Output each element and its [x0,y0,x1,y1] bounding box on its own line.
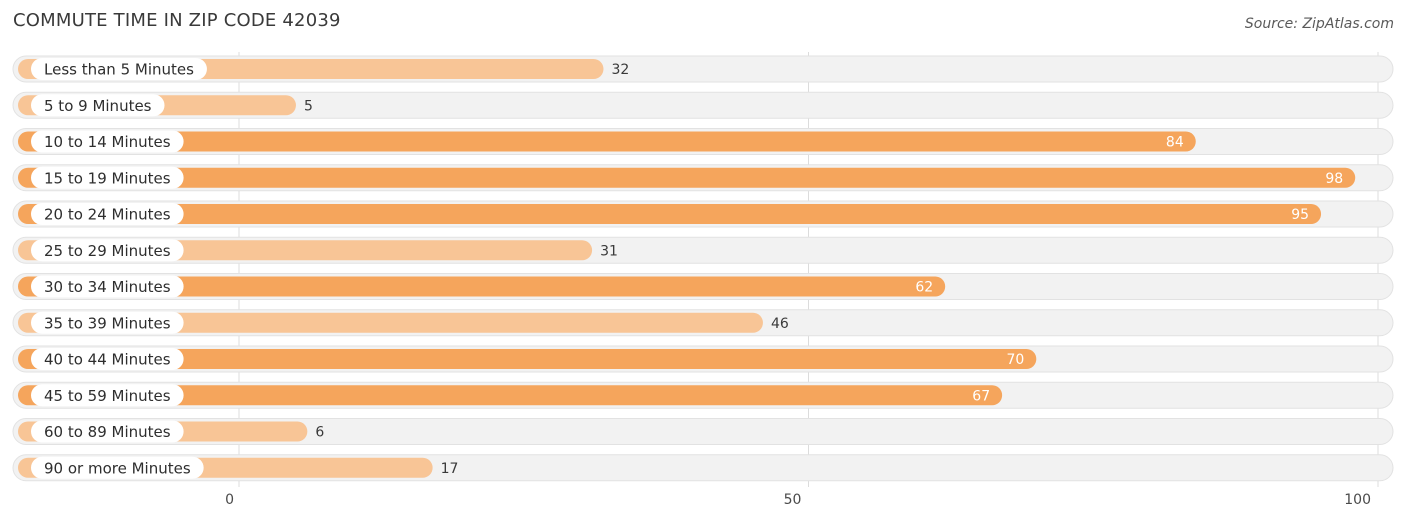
bar [18,131,1196,152]
bar-row: 5 to 9 Minutes 5 [12,91,1394,119]
value-label: 5 [304,98,313,114]
bar [18,167,1356,188]
value-label: 6 [315,425,324,441]
value-label: 70 [1006,352,1024,368]
bar-row: 40 to 44 Minutes 70 [12,345,1394,373]
category-label: 10 to 14 Minutes [44,133,171,151]
value-label: 46 [771,316,789,332]
bar-row: 15 to 19 Minutes 98 [12,164,1394,192]
category-label: 40 to 44 Minutes [44,351,171,369]
bar [18,349,1037,369]
x-tick-label: 100 [1344,492,1371,508]
category-pill [31,456,204,479]
category-pill [31,239,184,262]
value-label: 98 [1325,171,1343,187]
x-tick-label: 50 [784,492,802,508]
category-pill [31,348,184,370]
chart-title: COMMUTE TIME IN ZIP CODE 42039 [13,10,341,31]
category-pill [31,311,184,334]
category-label: 20 to 24 Minutes [44,206,171,224]
category-pill [31,384,184,407]
bar [18,276,946,297]
bar-row: 10 to 14 Minutes 84 [12,128,1394,155]
category-pill [31,130,184,153]
value-label: 67 [972,388,990,404]
source-attribution: Source: ZipAtlas.com [1244,16,1394,32]
bar-row: 90 or more Minutes 17 [12,454,1394,482]
value-label: 95 [1291,207,1309,223]
value-label: 17 [441,461,459,477]
category-label: 35 to 39 Minutes [44,314,171,332]
bar-row: 20 to 24 Minutes 95 [12,200,1394,228]
bar-row: 30 to 34 Minutes 62 [12,273,1394,300]
value-label: 84 [1166,135,1184,151]
bar-track [12,91,1394,119]
category-pill [31,420,184,443]
category-pill [31,94,165,117]
rows-layer: Less than 5 Minutes 32 5 to 9 Minutes 5 10 t… [12,55,1394,482]
x-tick-label: 0 [225,492,234,508]
category-label: 15 to 19 Minutes [44,169,171,187]
category-pill [31,58,207,80]
bar-row: 45 to 59 Minutes 67 [12,381,1394,409]
bar-row: Less than 5 Minutes 32 [12,55,1394,83]
x-axis: 0 50 100 [225,492,1371,508]
value-label: 32 [611,62,629,78]
category-label: 25 to 29 Minutes [44,242,171,260]
bar [18,312,763,333]
value-label: 62 [915,280,933,296]
category-pill [31,275,184,298]
bar [18,204,1322,224]
category-label: 5 to 9 Minutes [44,97,152,115]
bar-row: 35 to 39 Minutes 46 [12,309,1394,337]
category-label: 45 to 59 Minutes [44,387,171,405]
category-label: 90 or more Minutes [44,459,191,477]
value-label: 31 [600,243,618,259]
bar-row: 60 to 89 Minutes 6 [12,418,1394,445]
category-pill [31,166,184,189]
category-label: Less than 5 Minutes [44,61,194,79]
bar [18,385,1003,406]
category-pill [31,203,184,225]
bar-row: 25 to 29 Minutes 31 [12,236,1394,264]
category-label: 30 to 34 Minutes [44,278,171,296]
bar-track [12,418,1394,445]
grid-layer [238,52,1379,487]
category-label: 60 to 89 Minutes [44,423,171,441]
